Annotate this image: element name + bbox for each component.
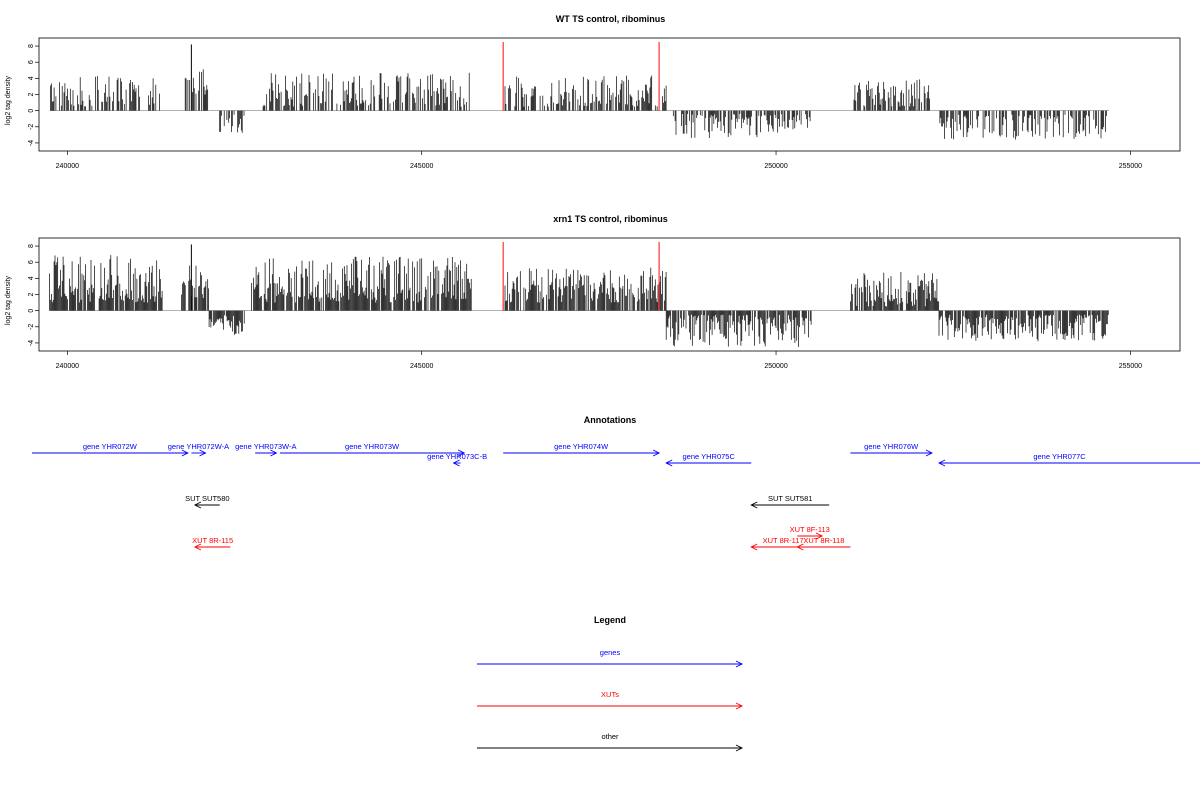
x-tick-label: 255000 <box>1119 163 1142 170</box>
y-tick-label: 8 <box>28 244 35 248</box>
density-bars <box>49 255 1109 347</box>
plot-frame <box>38 237 1181 352</box>
annotation-arrowhead <box>750 543 758 551</box>
legend-arrowhead <box>735 744 744 752</box>
annotation-label: gene YHR074W <box>554 442 609 451</box>
annotation-feature[interactable]: gene YHR075C <box>665 452 752 467</box>
chart-title: WT TS control, ribominus <box>556 14 666 24</box>
y-tick-label: 6 <box>28 260 35 264</box>
y-axis-label: log2 tag density <box>5 75 12 125</box>
annotation-arrowhead <box>270 449 278 457</box>
y-tick-label: -4 <box>28 340 35 346</box>
legend-arrowhead <box>735 660 744 668</box>
annotation-label: gene YHR072W <box>83 442 138 451</box>
annotation-arrowhead <box>181 449 189 457</box>
annotation-label: gene YHR073W <box>345 442 400 451</box>
annotation-arrowhead <box>938 459 946 467</box>
x-tick-label: 240000 <box>56 163 79 170</box>
y-tick-label: 0 <box>28 309 35 313</box>
annotations-panel: Annotations gene YHR072W gene YHR072W-A ge… <box>31 415 1200 551</box>
y-tick-label: 8 <box>28 44 35 48</box>
x-tick-label: 250000 <box>764 163 787 170</box>
wt-coverage-panel: WT TS control, ribominus 8 6 4 2 0 -2 -4 log2 ta… <box>5 14 1181 170</box>
legend-label: genes <box>600 648 621 657</box>
annotation-label: XUT 8F-113 <box>790 525 830 534</box>
y-tick-label: 2 <box>28 292 35 296</box>
legend-title: Legend <box>594 615 626 625</box>
annotations-title: Annotations <box>584 415 637 425</box>
annotation-arrowhead <box>458 449 466 457</box>
y-tick-label: 4 <box>28 76 35 80</box>
annotation-feature[interactable]: gene YHR076W <box>850 442 933 457</box>
y-tick-label: 2 <box>28 92 35 96</box>
annotation-label: XUT 8R-118 <box>803 536 844 545</box>
annotation-label: gene YHR073C-B <box>427 452 487 461</box>
annotation-label: gene YHR076W <box>864 442 919 451</box>
annotation-arrowhead <box>652 449 661 457</box>
annotation-feature[interactable]: gene YHR077C <box>938 452 1200 467</box>
legend-label: XUTs <box>601 690 619 699</box>
y-axis-label: log2 tag density <box>5 275 12 325</box>
annotation-label: gene YHR072W-A <box>168 442 229 451</box>
density-bars <box>50 69 1107 140</box>
annotation-feature[interactable]: XUT 8F-113 <box>790 525 830 540</box>
annotation-arrowhead <box>750 501 758 509</box>
y-tick-label: 6 <box>28 60 35 64</box>
annotation-label: SUT SUT580 <box>185 494 229 503</box>
legend-item: genes <box>477 648 744 668</box>
y-tick-label: 4 <box>28 276 35 280</box>
x-tick-label: 240000 <box>56 363 79 370</box>
annotation-feature[interactable]: gene YHR074W <box>503 442 661 457</box>
annotation-feature[interactable]: gene YHR072W-A <box>168 442 229 457</box>
annotation-feature[interactable]: XUT 8R-115 <box>192 536 233 551</box>
annotation-arrowhead <box>925 449 933 457</box>
x-tick-label: 250000 <box>764 363 787 370</box>
annotation-feature[interactable]: SUT SUT580 <box>185 494 230 509</box>
annotation-arrowhead <box>665 459 673 467</box>
xrn1-coverage-panel: xrn1 TS control, ribominus 8 6 4 2 0 -2 -4 log2 … <box>5 214 1181 370</box>
annotation-arrowhead <box>193 543 202 551</box>
annotation-label: gene YHR075C <box>683 452 736 461</box>
x-tick-label: 255000 <box>1119 363 1142 370</box>
x-tick-label: 245000 <box>410 363 433 370</box>
legend-arrowhead <box>735 702 744 710</box>
annotation-arrowhead <box>452 459 460 467</box>
annotation-arrowhead <box>815 532 824 540</box>
y-tick-label: -2 <box>28 124 35 130</box>
annotation-arrowhead <box>199 449 207 457</box>
y-tick-label: -4 <box>28 140 35 146</box>
annotation-feature[interactable]: gene YHR073C-B <box>427 452 487 467</box>
annotation-arrowhead <box>193 501 202 509</box>
legend-item: XUTs <box>477 690 744 710</box>
legend-item: other <box>477 732 744 752</box>
annotation-label: SUT SUT581 <box>768 494 812 503</box>
annotation-feature[interactable]: gene YHR073W <box>279 442 466 457</box>
y-tick-label: -2 <box>28 324 35 330</box>
x-tick-label: 245000 <box>410 163 433 170</box>
annotation-feature[interactable]: SUT SUT581 <box>750 494 830 509</box>
annotation-label: XUT 8R-117 <box>763 536 804 545</box>
legend-panel: Legend genes XUTs other <box>477 615 744 752</box>
annotation-label: gene YHR073W-A <box>235 442 296 451</box>
annotation-feature[interactable]: gene YHR073W-A <box>235 442 297 457</box>
annotation-feature[interactable]: XUT 8R-118 <box>796 536 851 551</box>
annotation-label: XUT 8R-115 <box>192 536 233 545</box>
annotation-arrowhead <box>796 543 804 551</box>
legend-label: other <box>601 732 619 741</box>
y-tick-label: 0 <box>28 109 35 113</box>
annotation-feature[interactable]: gene YHR072W <box>31 442 189 457</box>
chart-title: xrn1 TS control, ribominus <box>553 214 668 224</box>
annotation-label: gene YHR077C <box>1033 452 1086 461</box>
